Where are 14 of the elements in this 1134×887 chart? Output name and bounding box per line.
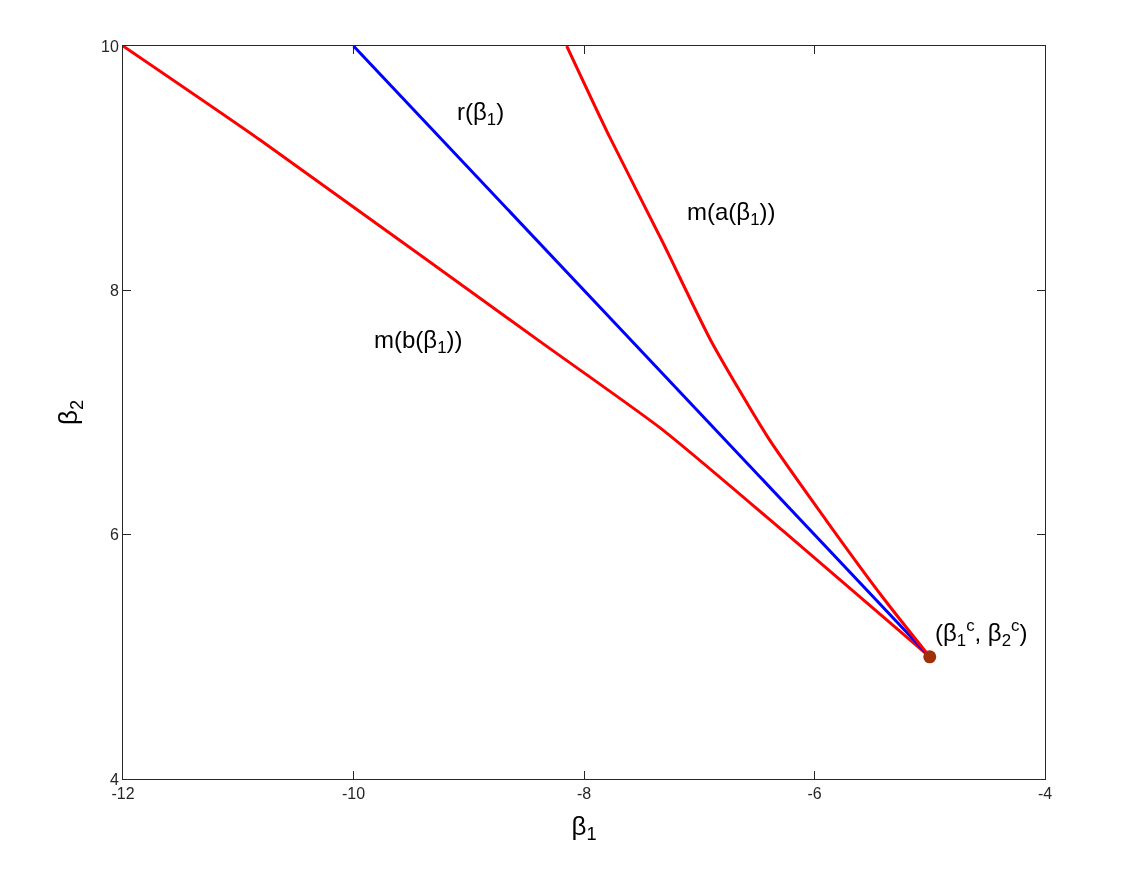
y-tick-label: 10 [101,37,119,55]
x-tick-label: -4 [1037,785,1053,803]
series-label: m(a(β$_{1}$)) [687,198,776,230]
y-tick-label: 4 [109,770,119,788]
y-tick-label: 8 [109,281,119,299]
x-tick-label: -12 [111,785,135,803]
x-tick-label: -8 [576,785,592,803]
y-tick-label: 6 [109,526,119,544]
x-tick-label: -6 [807,785,822,803]
series-label: r(β$_{1}$) [457,98,505,130]
series-label: m(b(β$_{1}$)) [374,326,463,358]
x-tick-label: -10 [341,785,366,803]
series-label: (β$_{1}$$^{c}$, β$_{2}$$^{c}$) [935,616,1028,651]
x-axis-title: β$_{1}$ [571,810,597,845]
